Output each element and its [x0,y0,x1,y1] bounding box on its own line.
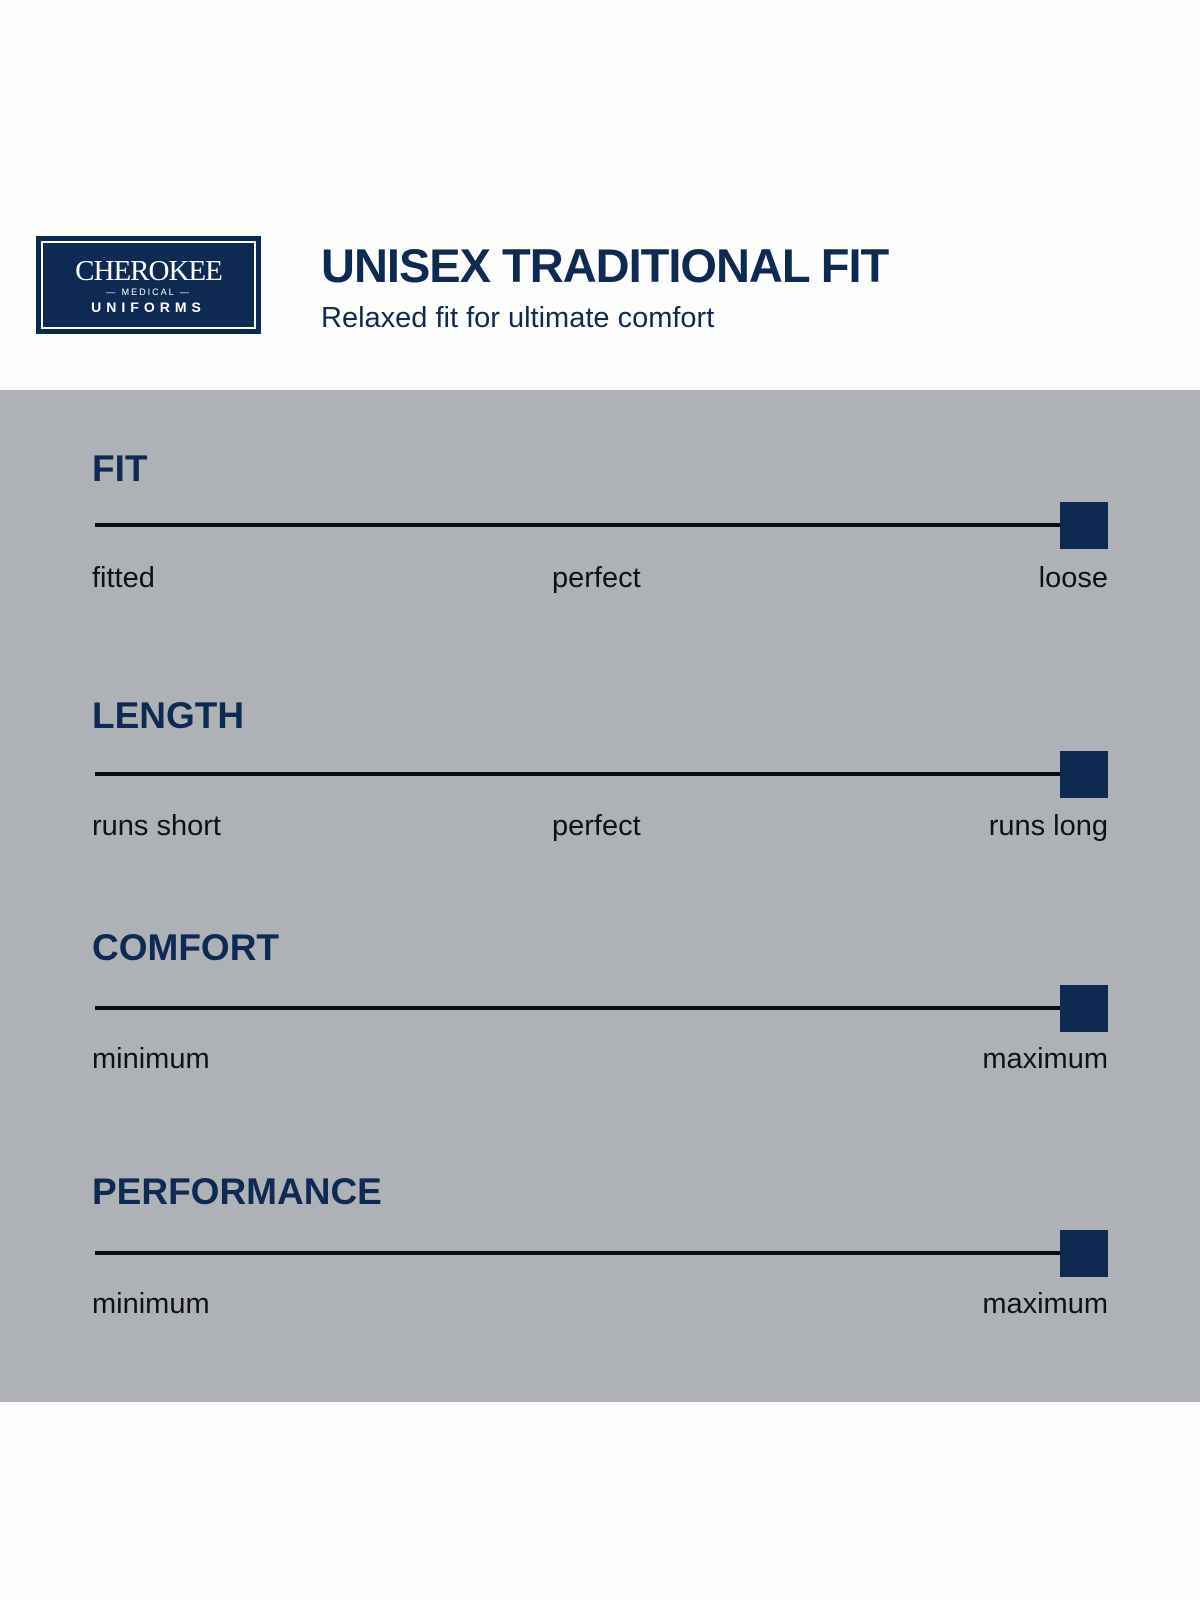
page-subtitle: Relaxed fit for ultimate comfort [321,302,715,334]
rating-track [95,523,1108,527]
rating-label-low: minimum [92,1043,210,1075]
rating-marker [1060,985,1108,1032]
logo-brand: CHEROKEE [75,255,223,287]
page-title: UNISEX TRADITIONAL FIT [321,239,889,292]
logo-frame: CHEROKEE — MEDICAL — UNIFORMS [41,241,256,329]
rating-label-high: runs long [988,810,1108,842]
rating-title: COMFORT [92,927,280,968]
ratings-panel [0,390,1200,1402]
rating-track [95,1251,1108,1255]
rating-marker [1060,502,1108,549]
rating-title: LENGTH [92,695,245,736]
rating-track [95,772,1108,776]
cherokee-logo: CHEROKEE — MEDICAL — UNIFORMS [36,236,261,334]
rating-label-mid: perfect [552,562,641,594]
rating-label-high: maximum [982,1288,1108,1320]
rating-marker [1060,751,1108,798]
rating-label-low: minimum [92,1288,210,1320]
rating-label-mid: perfect [552,810,641,842]
rating-title: FIT [92,448,148,489]
rating-track [95,1006,1108,1010]
rating-label-high: loose [1038,562,1108,594]
logo-uniforms: UNIFORMS [91,299,206,315]
rating-label-high: maximum [982,1043,1108,1075]
logo-medical: — MEDICAL — [106,287,191,297]
rating-marker [1060,1230,1108,1277]
rating-label-low: fitted [92,562,155,594]
rating-label-low: runs short [92,810,221,842]
rating-title: PERFORMANCE [92,1171,382,1212]
